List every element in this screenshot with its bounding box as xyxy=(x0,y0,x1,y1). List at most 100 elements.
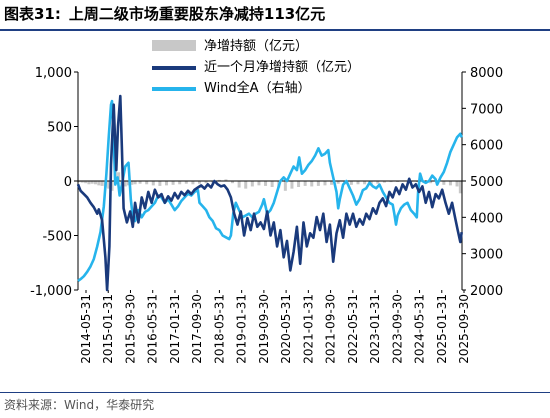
bar xyxy=(84,181,88,184)
legend-label: 净增持额（亿元） xyxy=(204,39,308,54)
y-left-tick-label: 0 xyxy=(64,175,72,190)
line-chart: -1,000 -500 0 500 1,000 2000 3000 4000 5000 6000 7… xyxy=(30,39,503,364)
bar xyxy=(303,181,307,186)
x-tick-label: 2023-09-30 xyxy=(390,294,404,364)
bar xyxy=(204,181,208,184)
bar xyxy=(178,181,182,185)
x-tick-label: 2023-01-31 xyxy=(368,294,382,364)
bar xyxy=(264,181,268,186)
legend-swatch-bars xyxy=(152,40,196,51)
bar xyxy=(237,181,241,188)
bar xyxy=(93,181,97,185)
x-tick-label: 2016-05-31 xyxy=(146,294,160,364)
figure-title-text: 上周二级市场重要股东净减持113亿元 xyxy=(68,5,326,23)
footer-rule xyxy=(0,392,550,393)
bar xyxy=(90,181,94,184)
bar xyxy=(270,181,274,187)
bar xyxy=(123,181,127,187)
y-left-tick-label: 500 xyxy=(47,121,72,136)
bar xyxy=(376,181,380,184)
x-tick-label: 2015-01-31 xyxy=(101,294,115,364)
bar xyxy=(97,181,101,186)
bar xyxy=(382,181,386,183)
bar xyxy=(171,181,175,185)
series-line-wind-all-a xyxy=(77,99,463,282)
bar xyxy=(133,181,137,185)
bar xyxy=(458,181,462,194)
x-tick-label: 2024-05-31 xyxy=(413,294,427,364)
bar xyxy=(80,181,84,183)
x-tick-label: 2025-01-31 xyxy=(435,294,449,364)
y-right-tick-label: 7000 xyxy=(470,102,503,117)
y-left-tick-label: -1,000 xyxy=(30,284,72,299)
bar xyxy=(363,181,367,185)
bar xyxy=(429,181,433,184)
x-tick-label: 2021-01-31 xyxy=(301,294,315,364)
bar xyxy=(336,181,340,184)
bar xyxy=(191,181,195,185)
chart-lines xyxy=(76,94,463,292)
bar xyxy=(164,181,168,186)
chart-axes: -1,000 -500 0 500 1,000 2000 3000 4000 5000 6000 7… xyxy=(30,66,503,364)
bar xyxy=(244,181,248,189)
bar xyxy=(330,181,334,185)
bar xyxy=(297,181,301,187)
bar xyxy=(310,181,314,187)
x-tick-label: 2017-09-30 xyxy=(190,294,204,364)
bar xyxy=(323,181,327,186)
x-tick-label: 2015-09-30 xyxy=(123,294,137,364)
x-tick-label: 2019-01-31 xyxy=(235,294,249,364)
bar xyxy=(250,181,254,187)
x-tick-label: 2019-09-30 xyxy=(257,294,271,364)
bar xyxy=(455,181,459,187)
legend-label: Wind全A（右轴） xyxy=(204,80,311,96)
y-right-tick-label: 4000 xyxy=(470,211,503,226)
x-tick-label: 2020-05-31 xyxy=(279,294,293,364)
y-right-tick-label: 6000 xyxy=(470,139,503,154)
series-line-net-month xyxy=(76,94,463,292)
figure-label: 图表31: xyxy=(4,5,61,23)
x-tick-label: 2014-05-31 xyxy=(79,294,93,364)
bar xyxy=(217,179,221,181)
bar xyxy=(138,181,142,184)
bar xyxy=(77,181,81,183)
bar xyxy=(145,181,149,185)
bar xyxy=(198,181,202,184)
bar xyxy=(257,181,261,186)
bar xyxy=(151,181,155,186)
x-tick-label: 2021-09-30 xyxy=(324,294,338,364)
bar xyxy=(130,181,134,185)
chart-legend: 净增持额（亿元） 近一个月净增持额（亿元） Wind全A（右轴） xyxy=(152,39,360,96)
bar xyxy=(110,181,114,191)
bar xyxy=(316,181,320,186)
bar xyxy=(349,181,353,185)
y-right-tick-label: 2000 xyxy=(470,284,503,299)
bar xyxy=(448,181,452,186)
y-right-tick-label: 5000 xyxy=(470,175,503,190)
legend-label: 近一个月净增持额（亿元） xyxy=(204,60,360,75)
x-tick-label: 2017-01-31 xyxy=(168,294,182,364)
bar xyxy=(290,181,294,189)
bar xyxy=(389,181,393,183)
bar xyxy=(356,181,360,185)
bar xyxy=(442,181,446,185)
bar xyxy=(184,181,188,184)
bar xyxy=(87,181,91,185)
y-right-tick-label: 3000 xyxy=(470,248,503,263)
x-tick-label: 2018-05-31 xyxy=(212,294,226,364)
x-tick-label: 2022-05-31 xyxy=(346,294,360,364)
bar xyxy=(100,181,104,186)
source-note: 资料来源：Wind，华泰研究 xyxy=(4,398,155,412)
bar xyxy=(283,181,287,191)
bar xyxy=(158,181,162,186)
y-right-tick-label: 8000 xyxy=(470,66,503,81)
x-tick-label: 2025-09-30 xyxy=(457,294,471,364)
bar xyxy=(107,181,111,189)
y-left-tick-label: 1,000 xyxy=(35,66,72,81)
figure-title: 图表31: 上周二级市场重要股东净减持113亿元 xyxy=(4,2,546,26)
y-left-tick-label: -500 xyxy=(42,230,72,245)
bar xyxy=(231,181,235,184)
title-rule xyxy=(0,29,550,31)
bar xyxy=(415,181,419,183)
bar xyxy=(224,179,228,181)
